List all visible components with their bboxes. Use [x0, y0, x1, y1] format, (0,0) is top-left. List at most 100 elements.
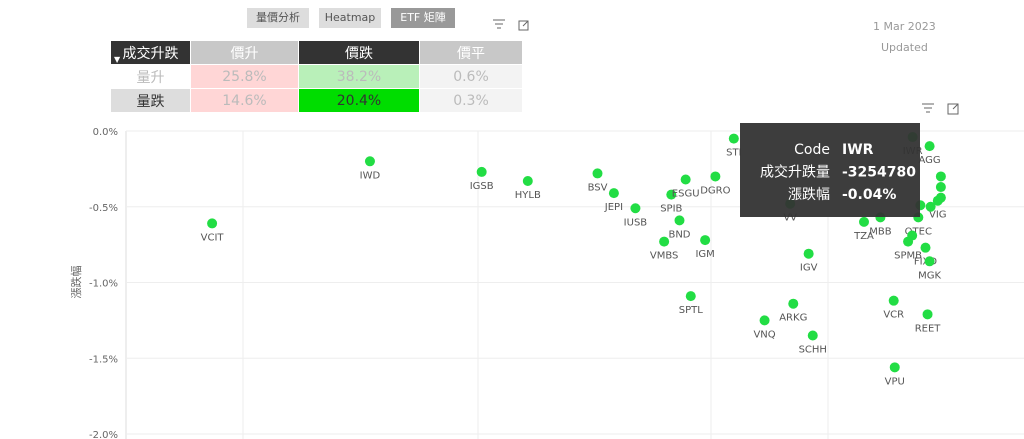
point [659, 236, 670, 247]
point [920, 242, 931, 253]
col-header: 價平 [419, 40, 523, 65]
point [807, 330, 818, 341]
point [888, 295, 899, 306]
tooltip-key: Code [794, 142, 830, 158]
point-label: TZA [853, 231, 874, 242]
point-label: BSV [588, 182, 608, 193]
point-label: SCHH [799, 345, 827, 356]
corner-text: 成交升跌 [122, 45, 179, 62]
point [700, 235, 711, 246]
cell: 25.8% [190, 64, 299, 89]
point [875, 212, 886, 223]
point-label: SPMB [894, 251, 922, 262]
point [759, 315, 770, 326]
row-header: 量升 [110, 64, 191, 89]
point [674, 215, 685, 226]
point [476, 166, 487, 177]
point-label: BND [668, 229, 690, 240]
corner: 成交升跌 ▼ [110, 40, 191, 65]
point [925, 201, 936, 212]
point [924, 141, 935, 152]
point-label: REET [915, 323, 942, 334]
point [903, 236, 914, 247]
point [788, 298, 799, 309]
matrix: 成交升跌 ▼ 價升 價跌 價平 量升 25.8% 38.2% 0.6% 量跌 14… [110, 40, 523, 113]
cell: 14.6% [190, 88, 299, 113]
point-label: QTEC [905, 226, 932, 237]
point-label: IGSB [470, 181, 494, 192]
y-tick-label: -1.5% [89, 354, 118, 365]
filter-icon[interactable] [493, 19, 505, 29]
point [364, 156, 375, 167]
point-label: VCR [883, 310, 904, 321]
cell: 0.3% [419, 88, 523, 113]
tooltip-value: IWR [842, 142, 874, 158]
x-grid [125, 131, 829, 439]
tooltip-key: 成交升跌量 [760, 164, 830, 181]
point-label: VMBS [650, 251, 679, 262]
cell: 0.6% [419, 64, 523, 89]
point [685, 291, 696, 302]
point [728, 133, 739, 144]
point [935, 182, 946, 193]
updated: Updated [881, 41, 928, 54]
y-tick-label: -0.5% [89, 203, 118, 214]
expand-icon[interactable] [518, 20, 529, 31]
point-label: IWR [903, 146, 923, 157]
point-label: VCIT [201, 232, 225, 243]
point-label: ESGU [672, 188, 700, 199]
point-label: HYLB [515, 190, 541, 201]
point [859, 216, 869, 227]
point [889, 362, 900, 373]
point-label: VNQ [753, 329, 775, 340]
point [207, 218, 218, 229]
point [666, 189, 677, 200]
plot: 0.0% -0.5% -1.0% -1.5% -2.0% VCIT IWD IGSB HYLB B… [89, 127, 1024, 439]
point [803, 248, 814, 259]
col-header: 價跌 [298, 40, 420, 65]
point [907, 132, 918, 143]
tooltip-key: 漲跌幅 [788, 187, 830, 203]
tab[interactable]: 量價分析 [247, 8, 309, 28]
date: 1 Mar 2023 [873, 20, 936, 33]
y-tick-label: 0.0% [93, 127, 118, 138]
tooltip-box [740, 123, 920, 217]
point [785, 198, 796, 209]
point-label: DGRO [700, 185, 730, 196]
point-label: ARKG [779, 313, 807, 324]
point [935, 171, 946, 182]
point [907, 230, 918, 241]
point-label: AGG [919, 155, 941, 166]
tab[interactable]: Heatmap [319, 8, 381, 28]
point [592, 168, 603, 179]
point-label: VIG [929, 210, 947, 221]
tooltip-value: -0.04% [842, 187, 896, 203]
point-label: FIXD [914, 257, 938, 268]
icons [493, 19, 959, 115]
point-label: STI [726, 148, 741, 159]
point-label: IGV [800, 263, 818, 274]
point [915, 200, 926, 211]
tab[interactable]: ETF 矩陣 [391, 8, 455, 28]
y-tick-label: -1.0% [89, 279, 118, 290]
point [630, 203, 641, 214]
point [608, 188, 619, 199]
point-label: IWD [360, 170, 381, 181]
col-header: 價升 [190, 40, 299, 65]
point-label: VV [783, 213, 797, 224]
point [922, 309, 933, 320]
point-label: SPIB [660, 204, 682, 215]
point-label: VPU [885, 376, 905, 387]
filter-icon[interactable] [922, 103, 934, 113]
point-label: MGK [918, 270, 941, 281]
point [932, 195, 943, 206]
tooltip-value: -3254780 [842, 165, 916, 181]
point [710, 171, 721, 182]
y-axis-title: 漲跌幅 [69, 266, 83, 299]
point [522, 175, 533, 186]
y-tick-label: -2.0% [89, 430, 118, 439]
expand-icon[interactable] [947, 103, 959, 115]
point-label: IGM [695, 249, 714, 260]
cell: 38.2% [298, 64, 420, 89]
